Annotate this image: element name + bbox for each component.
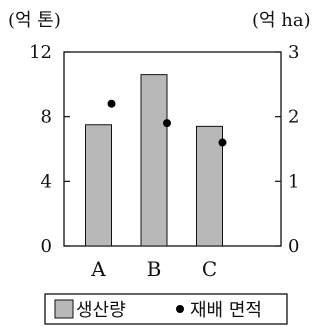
legend-dot-symbol [176,305,184,313]
x-category-label: C [202,257,217,281]
plot-frame [63,51,282,247]
legend-label-production: 생산량 [76,300,126,321]
bar-B [140,74,168,247]
legend-frame [44,293,288,325]
left-axis-tick-label: 8 [41,107,52,128]
right-axis-tick-label: 3 [288,42,299,63]
x-category-label: A [90,257,106,281]
legend: 생산량 재배 면적 [44,293,288,325]
legend-bar-swatch [54,299,74,319]
area-dot-B [163,119,171,128]
left-axis-tick-label: 4 [41,171,52,192]
right-axis-tick-label: 1 [288,171,299,192]
legend-label-area: 재배 면적 [190,300,262,321]
left-axis-tick-label: 12 [29,42,52,63]
x-category-label: B [147,257,162,281]
left-axis-unit-label: (억 톤) [8,10,61,31]
bar-C [196,125,223,247]
bar-A [85,124,112,247]
right-axis-tick-label: 2 [288,107,299,128]
area-dot-A [107,99,116,108]
right-axis-unit-label: (억 ha) [252,10,311,31]
left-axis-tick-label: 0 [41,236,52,257]
right-axis-tick-label: 0 [288,236,299,257]
area-dot-C [218,138,227,147]
